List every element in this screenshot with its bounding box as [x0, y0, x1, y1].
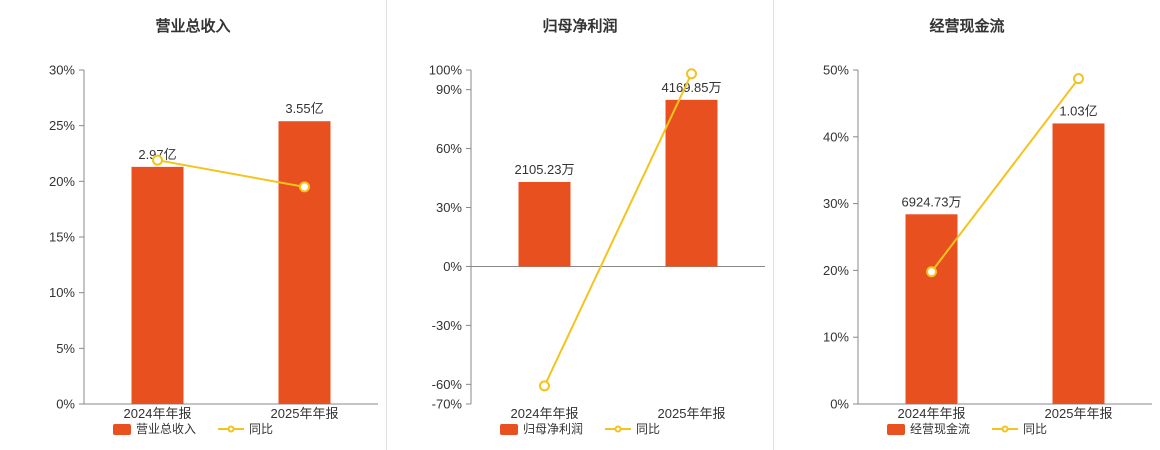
operating-cash-flow-chart: 0% 10% 20% 30% 40% 50% 6924.73万 2024年年报 1.03亿 202…	[823, 63, 1152, 421]
panel-operating-revenue: 营业总收入 0% 5% 10% 15% 20% 25% 30% 2.97亿 2024年年报 3.5…	[0, 0, 386, 450]
y-tick-label: 50%	[823, 63, 849, 78]
yoy-line	[543, 73, 693, 387]
y-tick-label: 0%	[830, 397, 849, 412]
bar-2024-annual[interactable]	[131, 166, 184, 404]
y-tick-label: 60%	[436, 141, 462, 156]
y-tick-label: 30%	[436, 200, 462, 215]
chart-title: 经营现金流	[929, 18, 1005, 35]
legend-label: 同比	[249, 422, 274, 436]
y-tick-label: 20%	[49, 174, 75, 189]
bar-swatch-icon	[886, 423, 905, 435]
net-profit-chart: -70% -60% -30% 0% 30% 60% 90% 100% 2105.23万 2024年…	[429, 63, 765, 421]
chart-legend: 归母净利润 同比	[387, 422, 773, 450]
yoy-point-2024[interactable]	[926, 266, 937, 278]
legend-item-yoy-series[interactable]: 同比	[992, 422, 1047, 436]
yoy-point-2024[interactable]	[539, 380, 550, 392]
yoy-point-2025[interactable]	[299, 181, 310, 193]
chart-title: 归母净利润	[542, 18, 618, 35]
y-tick-label: 10%	[49, 285, 75, 300]
legend-label: 同比	[1023, 422, 1048, 436]
line-marker-icon	[218, 425, 244, 433]
x-axis-label: 2024年年报	[511, 406, 579, 421]
y-tick-label: 20%	[823, 263, 849, 278]
bar-2025-annual[interactable]	[665, 99, 718, 267]
legend-label: 营业总收入	[135, 422, 196, 436]
legend-item-bar-series[interactable]: 营业总收入	[112, 422, 196, 436]
y-tick-label: 100%	[429, 63, 463, 78]
bar-2024-annual[interactable]	[518, 181, 571, 267]
chart-legend: 经营现金流 同比	[774, 422, 1160, 450]
chart-legend: 营业总收入 同比	[0, 422, 386, 450]
line-marker-icon	[605, 425, 631, 433]
bar-swatch-icon	[112, 423, 131, 435]
bar-value-label: 1.03亿	[1059, 103, 1097, 118]
bar-2025-annual[interactable]	[278, 121, 331, 405]
legend-item-yoy-series[interactable]: 同比	[605, 422, 660, 436]
legend-label: 同比	[636, 422, 661, 436]
chart-title: 营业总收入	[155, 18, 231, 35]
yoy-point-2025[interactable]	[1073, 73, 1084, 85]
yoy-line	[930, 78, 1080, 273]
legend-item-yoy-series[interactable]: 同比	[218, 422, 273, 436]
x-axis-label: 2025年年报	[658, 406, 726, 421]
x-axis-label: 2024年年报	[898, 406, 966, 421]
y-tick-label: 30%	[49, 63, 75, 78]
bar-value-label: 4169.85万	[662, 80, 722, 95]
line-marker-icon	[992, 425, 1018, 433]
y-tick-label: 30%	[823, 196, 849, 211]
y-tick-label: -70%	[432, 397, 463, 412]
legend-label: 经营现金流	[909, 422, 970, 436]
yoy-line	[157, 159, 305, 188]
bar-2025-annual[interactable]	[1052, 123, 1105, 404]
panel-net-profit: 归母净利润 -70% -60% -30% 0% 30% 60% 90% 100% 2105.23…	[386, 0, 773, 450]
legend-label: 归母净利润	[522, 422, 583, 436]
legend-item-bar-series[interactable]: 归母净利润	[499, 422, 583, 436]
y-tick-label: -60%	[432, 377, 463, 392]
x-axis-label: 2025年年报	[1045, 406, 1113, 421]
y-tick-label: 0%	[56, 397, 75, 412]
panel-operating-cash-flow: 经营现金流 0% 10% 20% 30% 40% 50% 6924.73万 2024年年报 1.…	[773, 0, 1160, 450]
y-tick-label: 25%	[49, 118, 75, 133]
y-tick-label: 40%	[823, 129, 849, 144]
bar-value-label: 3.55亿	[285, 101, 323, 116]
operating-revenue-chart: 0% 5% 10% 15% 20% 25% 30% 2.97亿 2024年年报 3.55亿 2025…	[49, 63, 378, 421]
yoy-point-2024[interactable]	[152, 154, 163, 166]
bar-value-label: 6924.73万	[902, 194, 962, 209]
x-axis-label: 2025年年报	[271, 406, 339, 421]
y-tick-label: 15%	[49, 230, 75, 245]
y-tick-label: 5%	[56, 341, 75, 356]
y-tick-label: -30%	[432, 318, 463, 333]
bar-value-label: 2.97亿	[138, 147, 176, 162]
y-tick-label: 90%	[436, 82, 462, 97]
bar-swatch-icon	[499, 423, 518, 435]
y-tick-label: 10%	[823, 330, 849, 345]
legend-item-bar-series[interactable]: 经营现金流	[886, 422, 970, 436]
bar-2024-annual[interactable]	[905, 214, 958, 404]
y-tick-label: 0%	[443, 259, 462, 274]
yoy-point-2025[interactable]	[686, 68, 697, 80]
bar-value-label: 2105.23万	[515, 162, 575, 177]
x-axis-label: 2024年年报	[124, 406, 192, 421]
